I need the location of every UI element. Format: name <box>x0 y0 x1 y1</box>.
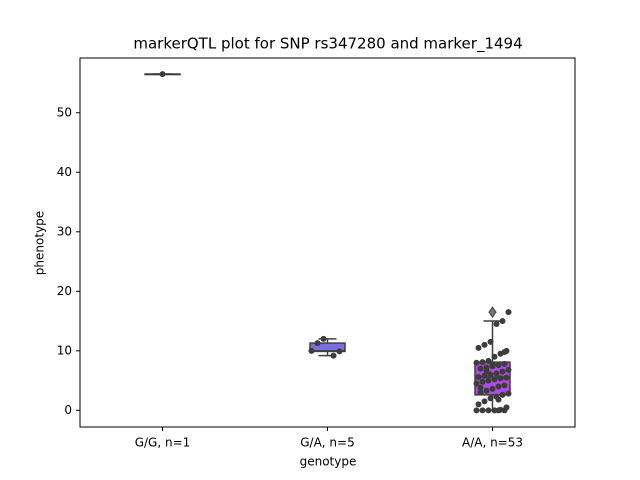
y-tick-label: 0 <box>64 403 72 417</box>
data-point <box>485 377 492 384</box>
data-point <box>497 375 504 382</box>
chart-title: markerQTL plot for SNP rs347280 and mark… <box>133 35 522 54</box>
data-point <box>491 376 498 383</box>
data-point <box>477 365 484 372</box>
data-point <box>493 321 500 328</box>
x-tick-label: A/A, n=53 <box>462 436 523 450</box>
data-point <box>473 359 480 366</box>
data-point <box>473 380 480 387</box>
data-point <box>505 366 512 373</box>
data-point <box>485 357 492 364</box>
data-point <box>475 401 482 408</box>
data-point <box>308 347 315 354</box>
data-point <box>487 371 494 378</box>
data-point <box>501 382 508 389</box>
data-point <box>487 338 494 345</box>
data-point <box>336 348 343 355</box>
y-tick-label: 40 <box>57 165 72 179</box>
data-point <box>475 374 482 381</box>
data-point <box>481 341 488 348</box>
data-point <box>477 389 484 396</box>
plot-frame <box>79 57 576 428</box>
data-point <box>473 407 480 414</box>
data-point <box>489 385 496 392</box>
data-point <box>491 407 498 414</box>
data-point <box>499 391 506 398</box>
data-point <box>503 374 510 381</box>
outlier <box>488 306 497 319</box>
data-point <box>497 406 504 413</box>
data-point <box>483 387 490 394</box>
data-point <box>495 396 502 403</box>
data-point <box>505 309 512 316</box>
y-tick-label: 20 <box>57 284 72 298</box>
y-tick-label: 50 <box>57 105 72 119</box>
data-point <box>159 71 166 78</box>
x-axis-label: genotype <box>300 455 357 469</box>
data-point <box>505 390 512 397</box>
data-point <box>481 372 488 379</box>
data-point <box>314 340 321 347</box>
x-tick-label: G/G, n=1 <box>135 436 191 450</box>
data-point <box>485 407 492 414</box>
data-point <box>475 344 482 351</box>
data-point <box>491 353 498 360</box>
data-point <box>479 407 486 414</box>
data-point <box>479 378 486 385</box>
data-point <box>320 335 327 342</box>
data-point <box>499 318 506 325</box>
y-tick-label: 10 <box>57 343 72 357</box>
data-point <box>477 384 484 391</box>
x-tick-label: G/A, n=5 <box>300 436 354 450</box>
data-point <box>481 398 488 405</box>
data-point <box>499 368 506 375</box>
data-point <box>489 361 496 368</box>
data-point <box>495 362 502 369</box>
data-point <box>483 368 490 375</box>
data-point <box>330 352 337 359</box>
data-point <box>501 349 508 356</box>
data-point <box>501 360 508 367</box>
y-tick-label: 30 <box>57 224 72 238</box>
data-point <box>503 404 510 411</box>
data-point <box>487 395 494 402</box>
data-point <box>479 359 486 366</box>
data-point <box>495 383 502 390</box>
y-axis-label: phenotype <box>33 211 47 275</box>
data-point <box>493 370 500 377</box>
